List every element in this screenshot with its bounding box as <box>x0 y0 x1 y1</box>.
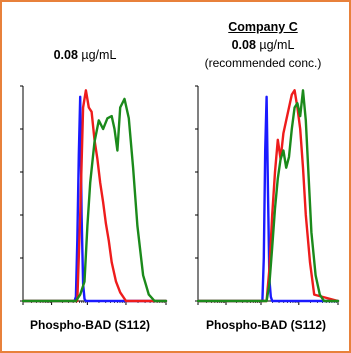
histogram-series-red <box>196 89 340 303</box>
histogram-series-red <box>21 89 168 303</box>
right-conc-unit: µg/mL <box>259 38 295 52</box>
left-conc-value: 0.08 <box>53 48 78 62</box>
right-x-axis-label: Phospho-BAD (S112) <box>205 318 326 332</box>
left-conc-unit: µg/mL <box>81 48 117 62</box>
right-recommended-note: (recommended conc.) <box>204 56 322 70</box>
right-concentration: 0.08 µg/mL <box>198 38 328 52</box>
right-conc-value: 0.08 <box>231 38 256 52</box>
right-company-title: Company C <box>228 20 298 34</box>
histogram-series-blue <box>21 95 168 303</box>
histogram-series-blue <box>196 95 340 303</box>
histogram-series-green <box>196 89 340 303</box>
left-x-axis-label: Phospho-BAD (S112) <box>29 318 150 332</box>
left-concentration: 0.08 µg/mL <box>20 48 150 62</box>
histogram-series-green <box>21 97 168 303</box>
